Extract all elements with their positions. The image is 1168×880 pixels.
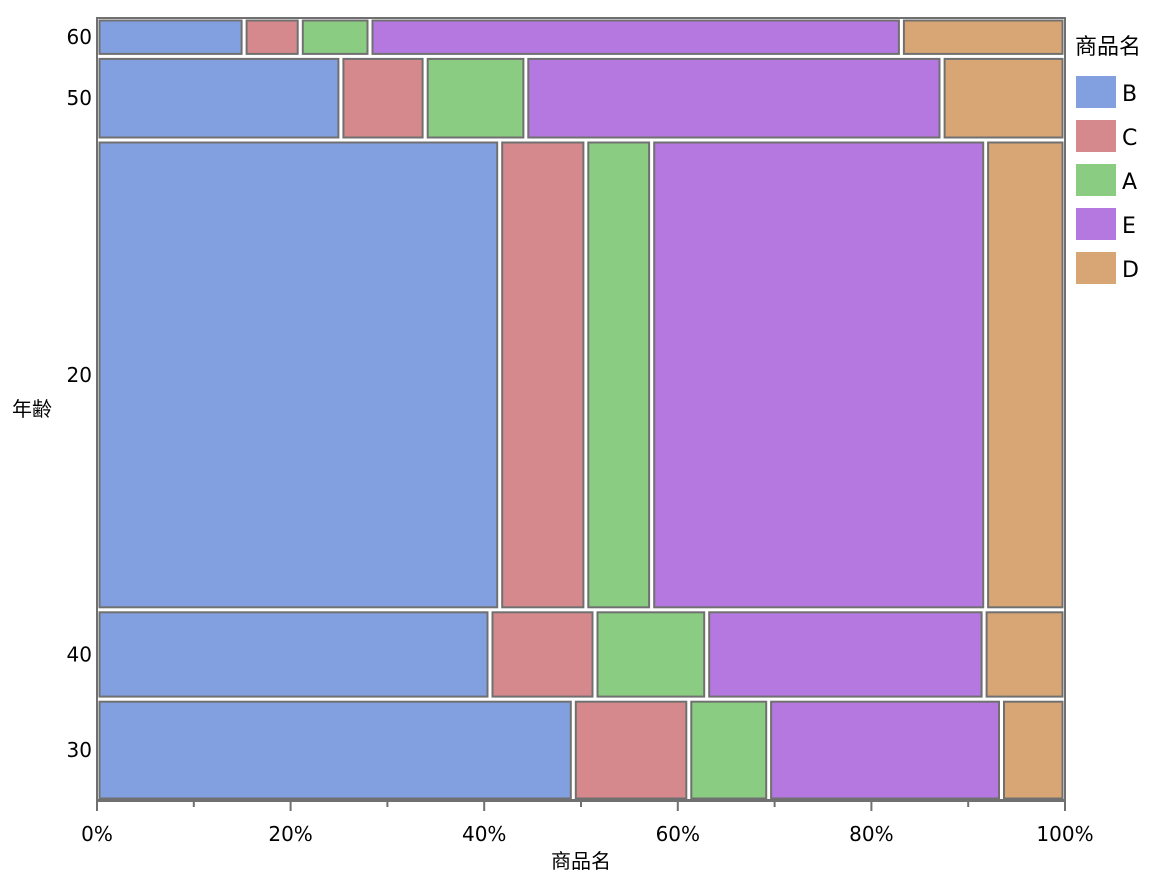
x-tick-label: 0%: [81, 822, 113, 846]
x-tick-label: 40%: [462, 822, 506, 846]
x-axis: 0% 20% 40% 60% 80% 100%: [81, 800, 1094, 846]
legend-swatch-D: [1076, 252, 1116, 284]
y-tick-label: 40: [67, 643, 92, 667]
mosaic-tile-age-20-D: [987, 141, 1064, 609]
x-tick-label: 60%: [656, 822, 700, 846]
y-tick-label: 50: [67, 86, 92, 110]
mosaic-tile-age-30-E: [770, 700, 1000, 800]
mosaic-tile-age-20-C: [501, 141, 585, 609]
legend-label-D: D: [1122, 258, 1139, 283]
mosaic-tile-age-40-E: [708, 611, 983, 698]
legend-swatch-C: [1076, 120, 1116, 152]
mosaic-tile-age-50-A: [426, 57, 525, 139]
legend-label-E: E: [1122, 214, 1136, 239]
mosaic-tile-age-20-A: [587, 141, 651, 609]
legend-label-B: B: [1122, 82, 1137, 107]
mosaic-tile-age-60-B: [98, 19, 243, 55]
mosaic-tiles: [98, 19, 1064, 800]
x-axis-title: 商品名: [551, 849, 611, 873]
mosaic-tile-age-30-B: [98, 700, 572, 800]
legend-title: 商品名: [1075, 35, 1141, 60]
mosaic-tile-age-50-B: [98, 57, 340, 139]
mosaic-tile-age-50-E: [527, 57, 941, 139]
mosaic-tile-age-60-D: [902, 19, 1064, 55]
mosaic-tile-age-40-A: [596, 611, 706, 698]
legend-swatch-E: [1076, 208, 1116, 240]
y-tick-label: 60: [67, 25, 92, 49]
mosaic-tile-age-60-C: [245, 19, 299, 55]
y-tick-label: 20: [67, 363, 92, 387]
mosaic-tile-age-50-C: [342, 57, 424, 139]
mosaic-tile-age-40-C: [491, 611, 594, 698]
legend-label-C: C: [1122, 126, 1137, 151]
legend-swatch-A: [1076, 164, 1116, 196]
y-tick-labels: 60 50 20 40 30: [67, 25, 92, 762]
mosaic-tile-age-60-A: [301, 19, 369, 55]
y-tick-label: 30: [67, 738, 92, 762]
legend-label-A: A: [1122, 170, 1137, 195]
x-tick-label: 20%: [268, 822, 312, 846]
mosaic-tile-age-30-D: [1003, 700, 1064, 800]
legend-swatch-B: [1076, 76, 1116, 108]
mosaic-tile-age-20-E: [653, 141, 985, 609]
x-tick-label: 100%: [1036, 822, 1093, 846]
mosaic-tile-age-30-C: [574, 700, 688, 800]
mosaic-tile-age-20-B: [98, 141, 499, 609]
x-tick-label: 80%: [849, 822, 893, 846]
mosaic-tile-age-40-B: [98, 611, 489, 698]
mosaic-tile-age-30-A: [690, 700, 768, 800]
mosaic-tile-age-40-D: [985, 611, 1064, 698]
y-axis-title: 年齢: [12, 397, 52, 421]
mosaic-tile-age-60-E: [371, 19, 900, 55]
mosaic-tile-age-50-D: [943, 57, 1064, 139]
